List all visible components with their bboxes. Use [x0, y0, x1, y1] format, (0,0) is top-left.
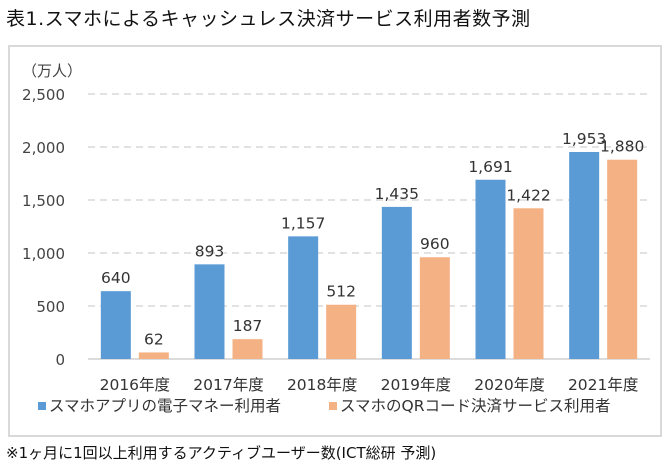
y-tick-label: 2,000 [22, 139, 65, 157]
legend-swatch [329, 402, 337, 410]
data-label: 187 [233, 317, 263, 335]
data-label: 1,953 [562, 130, 606, 148]
bar-emoney [569, 151, 600, 359]
y-tick-label: 500 [36, 298, 65, 316]
bar-qr [326, 304, 357, 359]
bar-emoney [475, 179, 506, 359]
legend-swatch [38, 402, 46, 410]
data-label: 1,880 [600, 138, 644, 156]
data-label: 960 [420, 235, 450, 253]
y-tick-label: 1,500 [22, 192, 65, 210]
chart-title: 表1.スマホによるキャッシュレス決済サービス利用者数予測 [6, 8, 531, 30]
data-label: 1,435 [375, 185, 419, 203]
bar-qr [513, 208, 544, 359]
bar-qr [232, 339, 263, 359]
footnote: ※1ヶ月に1回以上利用するアクティブユーザー数(ICT総研 予測) [6, 444, 437, 462]
x-tick-label: 2021年度 [568, 376, 638, 394]
bar-emoney [194, 264, 225, 359]
data-label: 1,422 [506, 186, 550, 204]
x-tick-label: 2017年度 [193, 376, 263, 394]
x-tick-label: 2018年度 [287, 376, 357, 394]
y-tick-label: 0 [55, 351, 65, 369]
y-unit-label: （万人） [22, 62, 82, 80]
bar-emoney [381, 206, 412, 359]
bar-emoney [288, 236, 319, 359]
data-label: 893 [195, 242, 225, 260]
data-label: 640 [101, 269, 131, 287]
bar-qr [419, 257, 450, 359]
legend-label: スマホアプリの電子マネー利用者 [49, 397, 281, 415]
chart-frame [8, 45, 662, 437]
x-tick-label: 2020年度 [474, 376, 544, 394]
x-tick-label: 2016年度 [100, 376, 170, 394]
bar-qr [607, 159, 638, 359]
legend-label: スマホのQRコード決済サービス利用者 [340, 397, 611, 415]
data-label: 1,691 [468, 158, 512, 176]
bar-qr [138, 352, 169, 359]
x-tick-label: 2019年度 [381, 376, 451, 394]
bar-emoney [100, 291, 131, 359]
data-label: 512 [326, 283, 356, 301]
y-tick-label: 1,000 [22, 245, 65, 263]
data-label: 62 [144, 330, 164, 348]
y-tick-label: 2,500 [22, 86, 65, 104]
data-label: 1,157 [281, 214, 325, 232]
